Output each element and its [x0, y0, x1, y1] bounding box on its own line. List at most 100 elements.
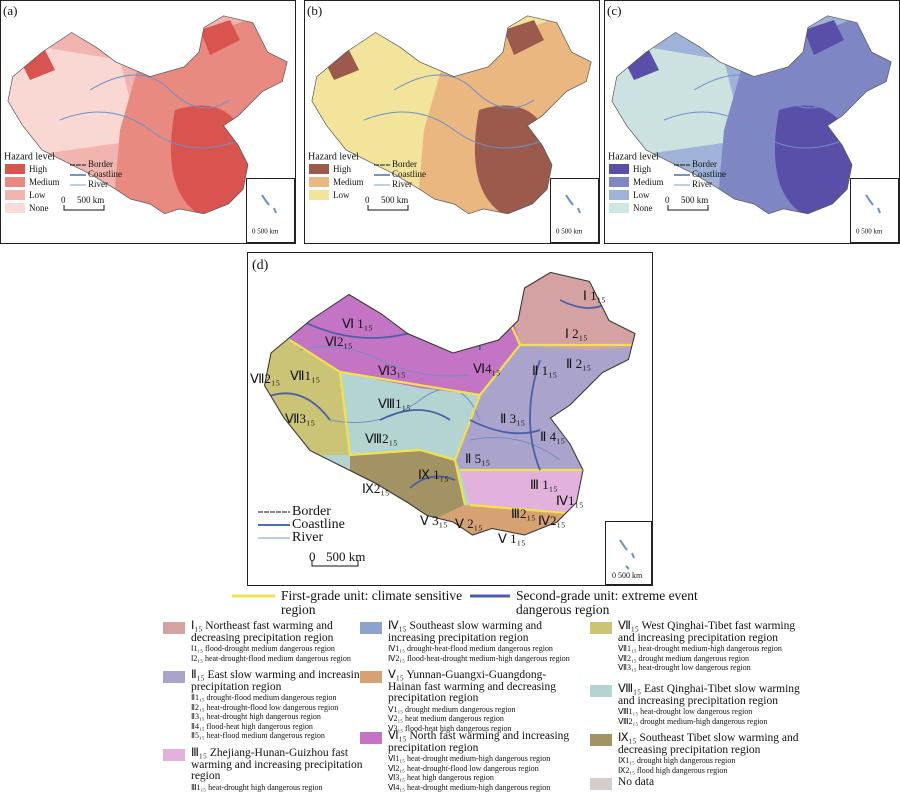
inset-islands	[619, 539, 635, 570]
scale-text: 500 km	[326, 549, 365, 564]
legend-text: Medium	[633, 177, 664, 187]
unit-legend-text: Second-grade unit: extreme event dangero…	[516, 588, 698, 617]
legend-swatch	[5, 177, 25, 187]
region-label: Ⅵ2₁₅	[325, 334, 353, 349]
region-label: Ⅵ4₁₅	[473, 361, 501, 376]
region-label: Ⅴ 1₁₅	[498, 531, 526, 546]
legend-text: River	[392, 179, 412, 189]
region-label: Ⅴ 3₁₅	[420, 513, 448, 528]
inset-islands	[865, 194, 881, 214]
region-label: Ⅳ2₁₅	[538, 513, 566, 528]
legend-item: Ⅴ3₁₅ flood-heat high dangerous region	[388, 723, 512, 733]
region-label: Ⅷ1₁₅	[378, 396, 411, 411]
legend-item: Ⅸ1₁₅ drought high dangerous region	[618, 756, 736, 765]
hazard-area	[20, 20, 252, 214]
inset-islands	[565, 194, 581, 214]
scale-text: 500 km	[681, 195, 708, 205]
region-label: Ⅵ3₁₅	[378, 363, 406, 378]
legend-group: Ⅵ₁₅ North fast warming and increasing pr…	[360, 730, 575, 792]
region-label: Ⅷ2₁₅	[365, 431, 398, 446]
legend-swatch	[163, 671, 185, 683]
legend-title: Ⅵ₁₅ North fast warming and increasing pr…	[388, 730, 570, 754]
legend-group: No data	[590, 776, 805, 790]
legend-text: High	[333, 164, 352, 174]
hazard-area	[624, 20, 856, 214]
legend-title: No data	[618, 776, 655, 788]
river	[59, 74, 241, 149]
legend-swatch	[590, 734, 612, 746]
legend-text: Border	[392, 159, 417, 169]
region-label: Ⅱ 2₁₅	[566, 356, 591, 371]
legend-group: Ⅴ₁₅ Yunnan-Guangxi-Guangdong- Hainan fas…	[360, 669, 575, 733]
legend-title: Ⅱ₁₅ East slow warming and increasing pre…	[191, 669, 366, 693]
legend-group: Ⅸ₁₅ Southeast Tibet slow warming and dec…	[590, 732, 805, 775]
legend-group: Ⅰ₁₅ Northeast fast warming and decreasin…	[163, 620, 378, 663]
region-label: Ⅱ 1₁₅	[532, 363, 557, 378]
scale-text: 500 km	[381, 195, 408, 205]
legend-swatch	[309, 164, 329, 174]
region-label: Ⅴ 2₁₅	[455, 516, 483, 531]
legend-title: Hazard level	[4, 151, 55, 162]
legend-swatch	[360, 671, 382, 683]
inset-scale: 0 500 km	[252, 228, 279, 236]
river	[299, 346, 561, 461]
legend-swatch	[163, 622, 185, 634]
region-label: Ⅶ3₁₅	[285, 411, 315, 426]
inset-scale: 0 500 km	[612, 571, 643, 580]
legend-group: Ⅶ₁₅ West Qinghai-Tibet fast warming and …	[590, 620, 805, 673]
legend-text: None	[29, 203, 49, 213]
region-label: Ⅵ 1₁₅	[342, 316, 373, 331]
inset-scale: 0 500 km	[856, 228, 883, 236]
scale-bar	[63, 205, 105, 211]
region-label: Ⅲ 1₁₅	[530, 477, 558, 492]
legend-item: Ⅸ2₁₅ flood high dangerous region	[618, 765, 728, 775]
legend-group: Ⅷ₁₅ East Qinghai-Tibet slow warming and …	[590, 683, 805, 726]
legend-text: Coastline	[392, 169, 426, 179]
panel-label: (a)	[3, 3, 17, 18]
legend-item: Ⅱ1₁₅ drought-flood medium dangerous regi…	[191, 693, 337, 702]
legend-text: Coastline	[292, 517, 345, 532]
legend-item: Ⅴ1₁₅ drought medium dangerous region	[388, 704, 516, 714]
hazard-panel: (b) Hazard level High Medium Low BorderCoastl…	[304, 0, 600, 244]
legend-swatch	[590, 685, 612, 697]
legend-title: Ⅶ₁₅ West Qinghai-Tibet fast warming and …	[618, 620, 796, 644]
legend-item: Ⅵ3₁₅ heat high dangerous region	[388, 773, 494, 783]
legend-swatch	[5, 203, 25, 213]
legend-item: Ⅵ4₁₅ heat-drought medium-high dangerous …	[388, 782, 551, 792]
hazard-panels: (a) Hazard level High Medium Low None BorderCo…	[0, 0, 900, 244]
legend-item: Ⅳ1₁₅ drought-heat-flood medium dangerous…	[388, 644, 553, 653]
hazard-panel: (a) Hazard level High Medium Low None BorderCo…	[0, 0, 296, 244]
river	[663, 74, 845, 149]
panel-label: (c)	[607, 3, 621, 18]
line-legend: Border Coastline River 0 500 km	[258, 504, 365, 567]
maps: (a)Hazard levelHighMediumLowNoneBorderCo…	[0, 0, 900, 598]
legend-item: Ⅷ1₁₅ heat-drought low dangerous region	[618, 707, 753, 716]
inset-scale: 0 500 km	[556, 228, 583, 236]
legend-swatch	[360, 622, 382, 634]
hazard-area	[324, 20, 556, 214]
scale-text: 500 km	[77, 195, 104, 205]
legend-group: Ⅱ₁₅ East slow warming and increasing pre…	[163, 669, 378, 741]
legend-item: Ⅱ5₁₅ heat-flood medium dangerous region	[191, 731, 325, 741]
legend-title: Ⅷ₁₅ East Qinghai-Tibet slow warming and …	[618, 683, 800, 707]
legend-text: River	[88, 179, 108, 189]
legend-item: Ⅲ1₁₅ heat-drought high dangerous region	[191, 782, 323, 792]
inset-frame	[246, 178, 295, 243]
legend-item: Ⅵ2₁₅ heat-drought-flood low dangerous re…	[388, 763, 539, 773]
region-v	[350, 505, 590, 535]
legend-swatch	[609, 203, 629, 213]
scale-bar	[667, 205, 709, 211]
legend-item: Ⅰ1₁₅ flood-drought medium dangerous regi…	[191, 644, 335, 653]
panel-label: (b)	[307, 3, 322, 18]
region-label: Ⅰ 1₁₅	[583, 288, 606, 303]
hazard-panel: (c) Hazard level High Medium Low None BorderCo…	[604, 0, 900, 244]
legend-swatch	[609, 190, 629, 200]
scale-text: 0	[309, 549, 316, 564]
legend-text: Border	[292, 504, 331, 519]
region-label: Ⅱ 3₁₅	[500, 411, 525, 426]
region-label: Ⅱ 5₁₅	[465, 451, 490, 466]
legend-item: Ⅶ3₁₅ heat-drought low dangerous region	[618, 663, 751, 673]
legend-text: Low	[633, 190, 650, 200]
legend-title: Ⅴ₁₅ Yunnan-Guangxi-Guangdong- Hainan fas…	[388, 669, 556, 704]
